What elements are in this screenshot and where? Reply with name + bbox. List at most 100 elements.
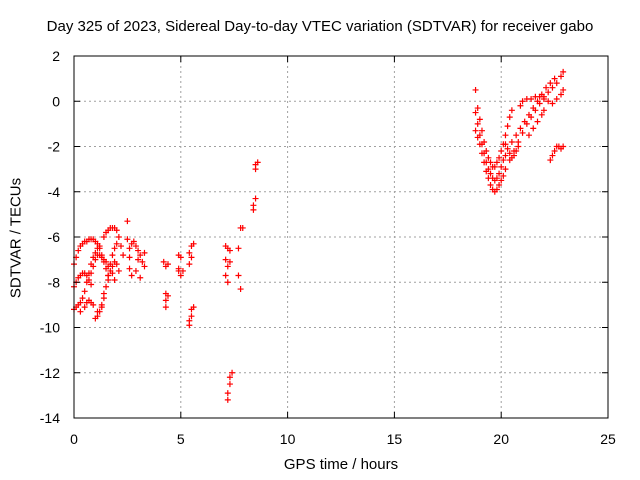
data-point: [474, 134, 481, 141]
data-point: [549, 100, 556, 107]
data-point: [472, 127, 479, 134]
data-point: [109, 252, 116, 259]
data-point: [250, 206, 257, 213]
data-point: [188, 254, 195, 261]
data-point: [90, 263, 97, 270]
data-point: [519, 98, 526, 105]
data-point: [120, 252, 127, 259]
data-point: [103, 258, 110, 265]
data-point: [500, 172, 507, 179]
data-point: [96, 243, 103, 250]
data-point: [113, 240, 120, 247]
y-axis-label: SDTVAR / TECUs: [7, 177, 25, 299]
data-point: [517, 102, 524, 109]
data-point: [90, 301, 97, 308]
data-point: [135, 256, 142, 263]
y-tick-label: -8: [48, 274, 61, 290]
data-point: [164, 292, 171, 299]
data-point: [77, 308, 84, 315]
data-point: [88, 270, 95, 277]
data-point: [513, 148, 520, 155]
data-point: [502, 166, 509, 173]
data-point: [79, 295, 86, 302]
data-point: [177, 254, 184, 261]
data-point: [88, 281, 95, 288]
data-point: [94, 308, 101, 315]
data-point: [474, 120, 481, 127]
data-point: [222, 272, 229, 279]
data-point: [551, 75, 558, 82]
data-point: [117, 243, 124, 250]
data-point: [525, 111, 532, 118]
grid-lines: [74, 56, 608, 418]
data-point: [553, 95, 560, 102]
data-point: [98, 301, 105, 308]
y-tick-label: -14: [40, 410, 60, 426]
x-tick-label: 20: [493, 431, 509, 447]
data-point: [487, 170, 494, 177]
data-point: [496, 181, 503, 188]
data-point: [530, 125, 537, 132]
data-point: [476, 141, 483, 148]
data-point: [111, 276, 118, 283]
data-point: [493, 159, 500, 166]
data-point: [521, 118, 528, 125]
data-point: [478, 150, 485, 157]
data-point: [137, 274, 144, 281]
y-tick-label: -4: [48, 184, 61, 200]
data-point: [506, 150, 513, 157]
data-point: [472, 86, 479, 93]
data-point: [164, 261, 171, 268]
data-point: [504, 145, 511, 152]
data-point: [502, 141, 509, 148]
data-point: [493, 175, 500, 182]
data-point: [105, 276, 112, 283]
data-point: [560, 68, 567, 75]
data-point: [190, 240, 197, 247]
data-point: [81, 304, 88, 311]
data-point: [126, 245, 133, 252]
data-point: [534, 118, 541, 125]
data-point: [485, 175, 492, 182]
data-point: [115, 267, 122, 274]
data-point: [115, 234, 122, 240]
data-point: [100, 290, 107, 297]
data-point: [103, 283, 110, 290]
data-point: [540, 107, 547, 114]
x-tick-label: 5: [177, 431, 185, 447]
data-point: [92, 256, 99, 263]
data-point: [498, 148, 505, 155]
x-tick-label: 15: [387, 431, 403, 447]
data-point: [226, 247, 233, 254]
data-point: [190, 304, 197, 311]
data-point: [224, 263, 231, 270]
data-point: [162, 304, 169, 311]
data-point: [511, 152, 518, 159]
data-point: [77, 299, 84, 306]
data-point: [545, 89, 552, 96]
data-point: [224, 396, 231, 403]
data-point: [502, 132, 509, 139]
data-point: [137, 252, 144, 259]
data-point: [498, 163, 505, 170]
data-point: [224, 279, 231, 286]
data-point: [126, 265, 133, 272]
data-point: [540, 95, 547, 102]
data-point: [506, 114, 513, 121]
data-point: [496, 154, 503, 161]
data-point: [162, 297, 169, 304]
data-point: [139, 258, 146, 265]
data-point: [508, 107, 515, 114]
y-tick-label: -10: [40, 320, 60, 336]
data-point: [254, 159, 261, 166]
data-point: [235, 245, 242, 252]
data-point: [485, 154, 492, 161]
data-point: [100, 234, 107, 240]
data-point: [75, 247, 82, 254]
data-point: [141, 249, 148, 256]
data-point: [239, 224, 246, 231]
data-point: [222, 256, 229, 263]
data-point: [493, 186, 500, 193]
data-point: [226, 374, 233, 381]
